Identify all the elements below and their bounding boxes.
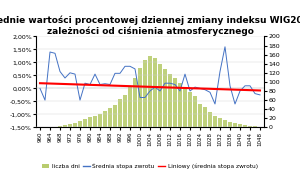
Bar [233,123,237,127]
Bar [188,92,192,127]
Bar [248,126,252,127]
Bar [73,123,77,127]
Bar [198,104,202,127]
Bar [118,99,122,127]
Bar [253,126,257,127]
Bar [103,111,107,127]
Bar [163,69,167,127]
Bar [78,121,82,127]
Bar [108,108,112,127]
Bar [158,64,162,127]
Bar [88,117,92,127]
Bar [153,58,157,127]
Bar [63,125,67,127]
Bar [223,120,227,127]
Bar [178,83,182,127]
Bar [238,124,242,127]
Bar [193,96,197,127]
Bar [58,126,62,127]
Bar [208,112,212,127]
Bar [128,87,132,127]
Title: Średnie wartości procentowej dziennej zmiany indeksu WIG20 w
zależności od ciśni: Średnie wartości procentowej dziennej zm… [0,14,300,36]
Bar [203,107,207,127]
Bar [113,105,117,127]
Bar [93,116,97,127]
Bar [173,78,177,127]
Bar [218,118,222,127]
Bar [83,119,87,127]
Bar [68,124,72,127]
Bar [148,56,152,127]
Bar [243,125,247,127]
Bar [138,68,142,127]
Legend: liczba dni, Średnia stopa zwrotu, Liniowy (średnia stopa zwrotu): liczba dni, Średnia stopa zwrotu, Liniow… [40,161,260,172]
Bar [183,87,187,127]
Bar [143,60,147,127]
Bar [133,78,137,127]
Bar [98,114,102,127]
Bar [213,116,217,127]
Bar [228,122,232,127]
Bar [168,74,172,127]
Bar [123,95,127,127]
